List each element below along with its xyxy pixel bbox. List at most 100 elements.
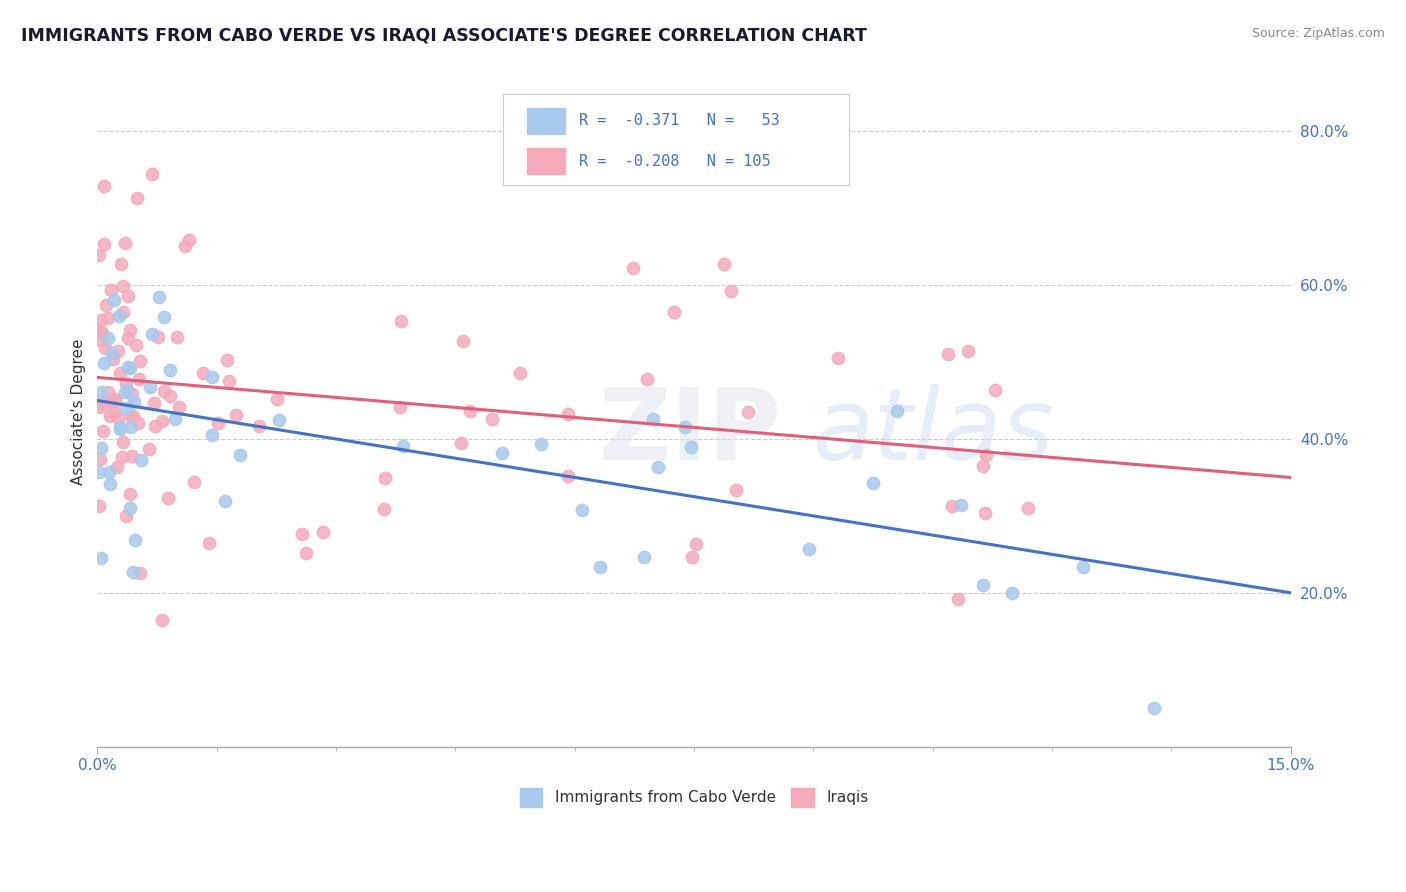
- Point: [972, 459, 994, 474]
- Point: [103, 351, 125, 366]
- Point: [530, 437, 553, 451]
- Point: [87, 323, 110, 337]
- Point: [111, 450, 134, 464]
- Text: R =  -0.371   N =   53: R = -0.371 N = 53: [579, 113, 780, 128]
- FancyBboxPatch shape: [503, 95, 849, 185]
- Text: IMMIGRANTS FROM CABO VERDE VS IRAQI ASSOCIATE'S DEGREE CORRELATION CHART: IMMIGRANTS FROM CABO VERDE VS IRAQI ASSO…: [21, 27, 868, 45]
- Point: [183, 475, 205, 490]
- Point: [97, 465, 120, 479]
- Point: [177, 233, 200, 247]
- Point: [115, 509, 138, 524]
- Point: [103, 405, 125, 419]
- Point: [509, 366, 531, 380]
- Point: [169, 400, 191, 414]
- Point: [96, 384, 118, 399]
- Point: [229, 448, 252, 462]
- Text: atlas: atlas: [813, 384, 1054, 481]
- Point: [120, 501, 142, 516]
- Y-axis label: Associate's Degree: Associate's Degree: [72, 339, 86, 485]
- Point: [481, 412, 503, 426]
- Point: [312, 525, 335, 540]
- Point: [214, 494, 236, 508]
- Point: [89, 452, 111, 467]
- Point: [957, 344, 980, 359]
- Point: [623, 260, 645, 275]
- Point: [681, 440, 703, 454]
- Point: [148, 330, 170, 344]
- Point: [143, 419, 166, 434]
- Point: [94, 298, 117, 312]
- Point: [215, 353, 238, 368]
- Point: [121, 449, 143, 463]
- Point: [165, 412, 187, 426]
- Point: [138, 442, 160, 457]
- Point: [1143, 701, 1166, 715]
- Point: [87, 248, 110, 262]
- Point: [128, 372, 150, 386]
- Point: [97, 311, 120, 326]
- Point: [152, 310, 174, 324]
- Point: [633, 549, 655, 564]
- Point: [91, 424, 114, 438]
- Point: [972, 577, 994, 591]
- Point: [291, 526, 314, 541]
- Point: [108, 309, 131, 323]
- Point: [129, 566, 152, 581]
- Point: [98, 395, 121, 409]
- Point: [117, 383, 139, 397]
- Point: [643, 412, 665, 426]
- Point: [90, 313, 112, 327]
- Point: [112, 304, 135, 318]
- Point: [984, 383, 1007, 397]
- Point: [737, 405, 759, 419]
- Point: [589, 559, 612, 574]
- Point: [218, 374, 240, 388]
- Point: [152, 384, 174, 399]
- Point: [103, 293, 125, 308]
- Point: [571, 503, 593, 517]
- Point: [662, 305, 685, 319]
- Point: [114, 236, 136, 251]
- Point: [104, 393, 127, 408]
- Point: [93, 356, 115, 370]
- Point: [681, 549, 703, 564]
- Point: [143, 396, 166, 410]
- Point: [225, 408, 247, 422]
- Point: [373, 502, 395, 516]
- Point: [125, 338, 148, 352]
- Text: Source: ZipAtlas.com: Source: ZipAtlas.com: [1251, 27, 1385, 40]
- Bar: [527, 108, 565, 135]
- Point: [139, 380, 162, 394]
- Point: [125, 191, 148, 205]
- Point: [105, 459, 128, 474]
- Point: [94, 341, 117, 355]
- Point: [115, 401, 138, 415]
- Point: [148, 290, 170, 304]
- Point: [118, 322, 141, 336]
- Point: [159, 389, 181, 403]
- Point: [198, 535, 221, 549]
- Point: [557, 407, 579, 421]
- Point: [110, 421, 132, 435]
- Point: [98, 409, 121, 424]
- Point: [713, 257, 735, 271]
- Point: [1000, 586, 1022, 600]
- Point: [129, 453, 152, 467]
- Point: [141, 326, 163, 341]
- Point: [295, 546, 318, 560]
- Point: [115, 376, 138, 390]
- Point: [374, 471, 396, 485]
- Legend: Immigrants from Cabo Verde, Iraqis: Immigrants from Cabo Verde, Iraqis: [513, 781, 875, 813]
- Point: [118, 361, 141, 376]
- Point: [120, 420, 142, 434]
- Point: [647, 460, 669, 475]
- Point: [121, 387, 143, 401]
- Point: [266, 392, 288, 406]
- Point: [122, 395, 145, 409]
- Point: [156, 491, 179, 505]
- Point: [108, 366, 131, 380]
- Point: [90, 385, 112, 400]
- Point: [107, 344, 129, 359]
- Text: R =  -0.208   N = 105: R = -0.208 N = 105: [579, 153, 770, 169]
- Point: [827, 351, 849, 366]
